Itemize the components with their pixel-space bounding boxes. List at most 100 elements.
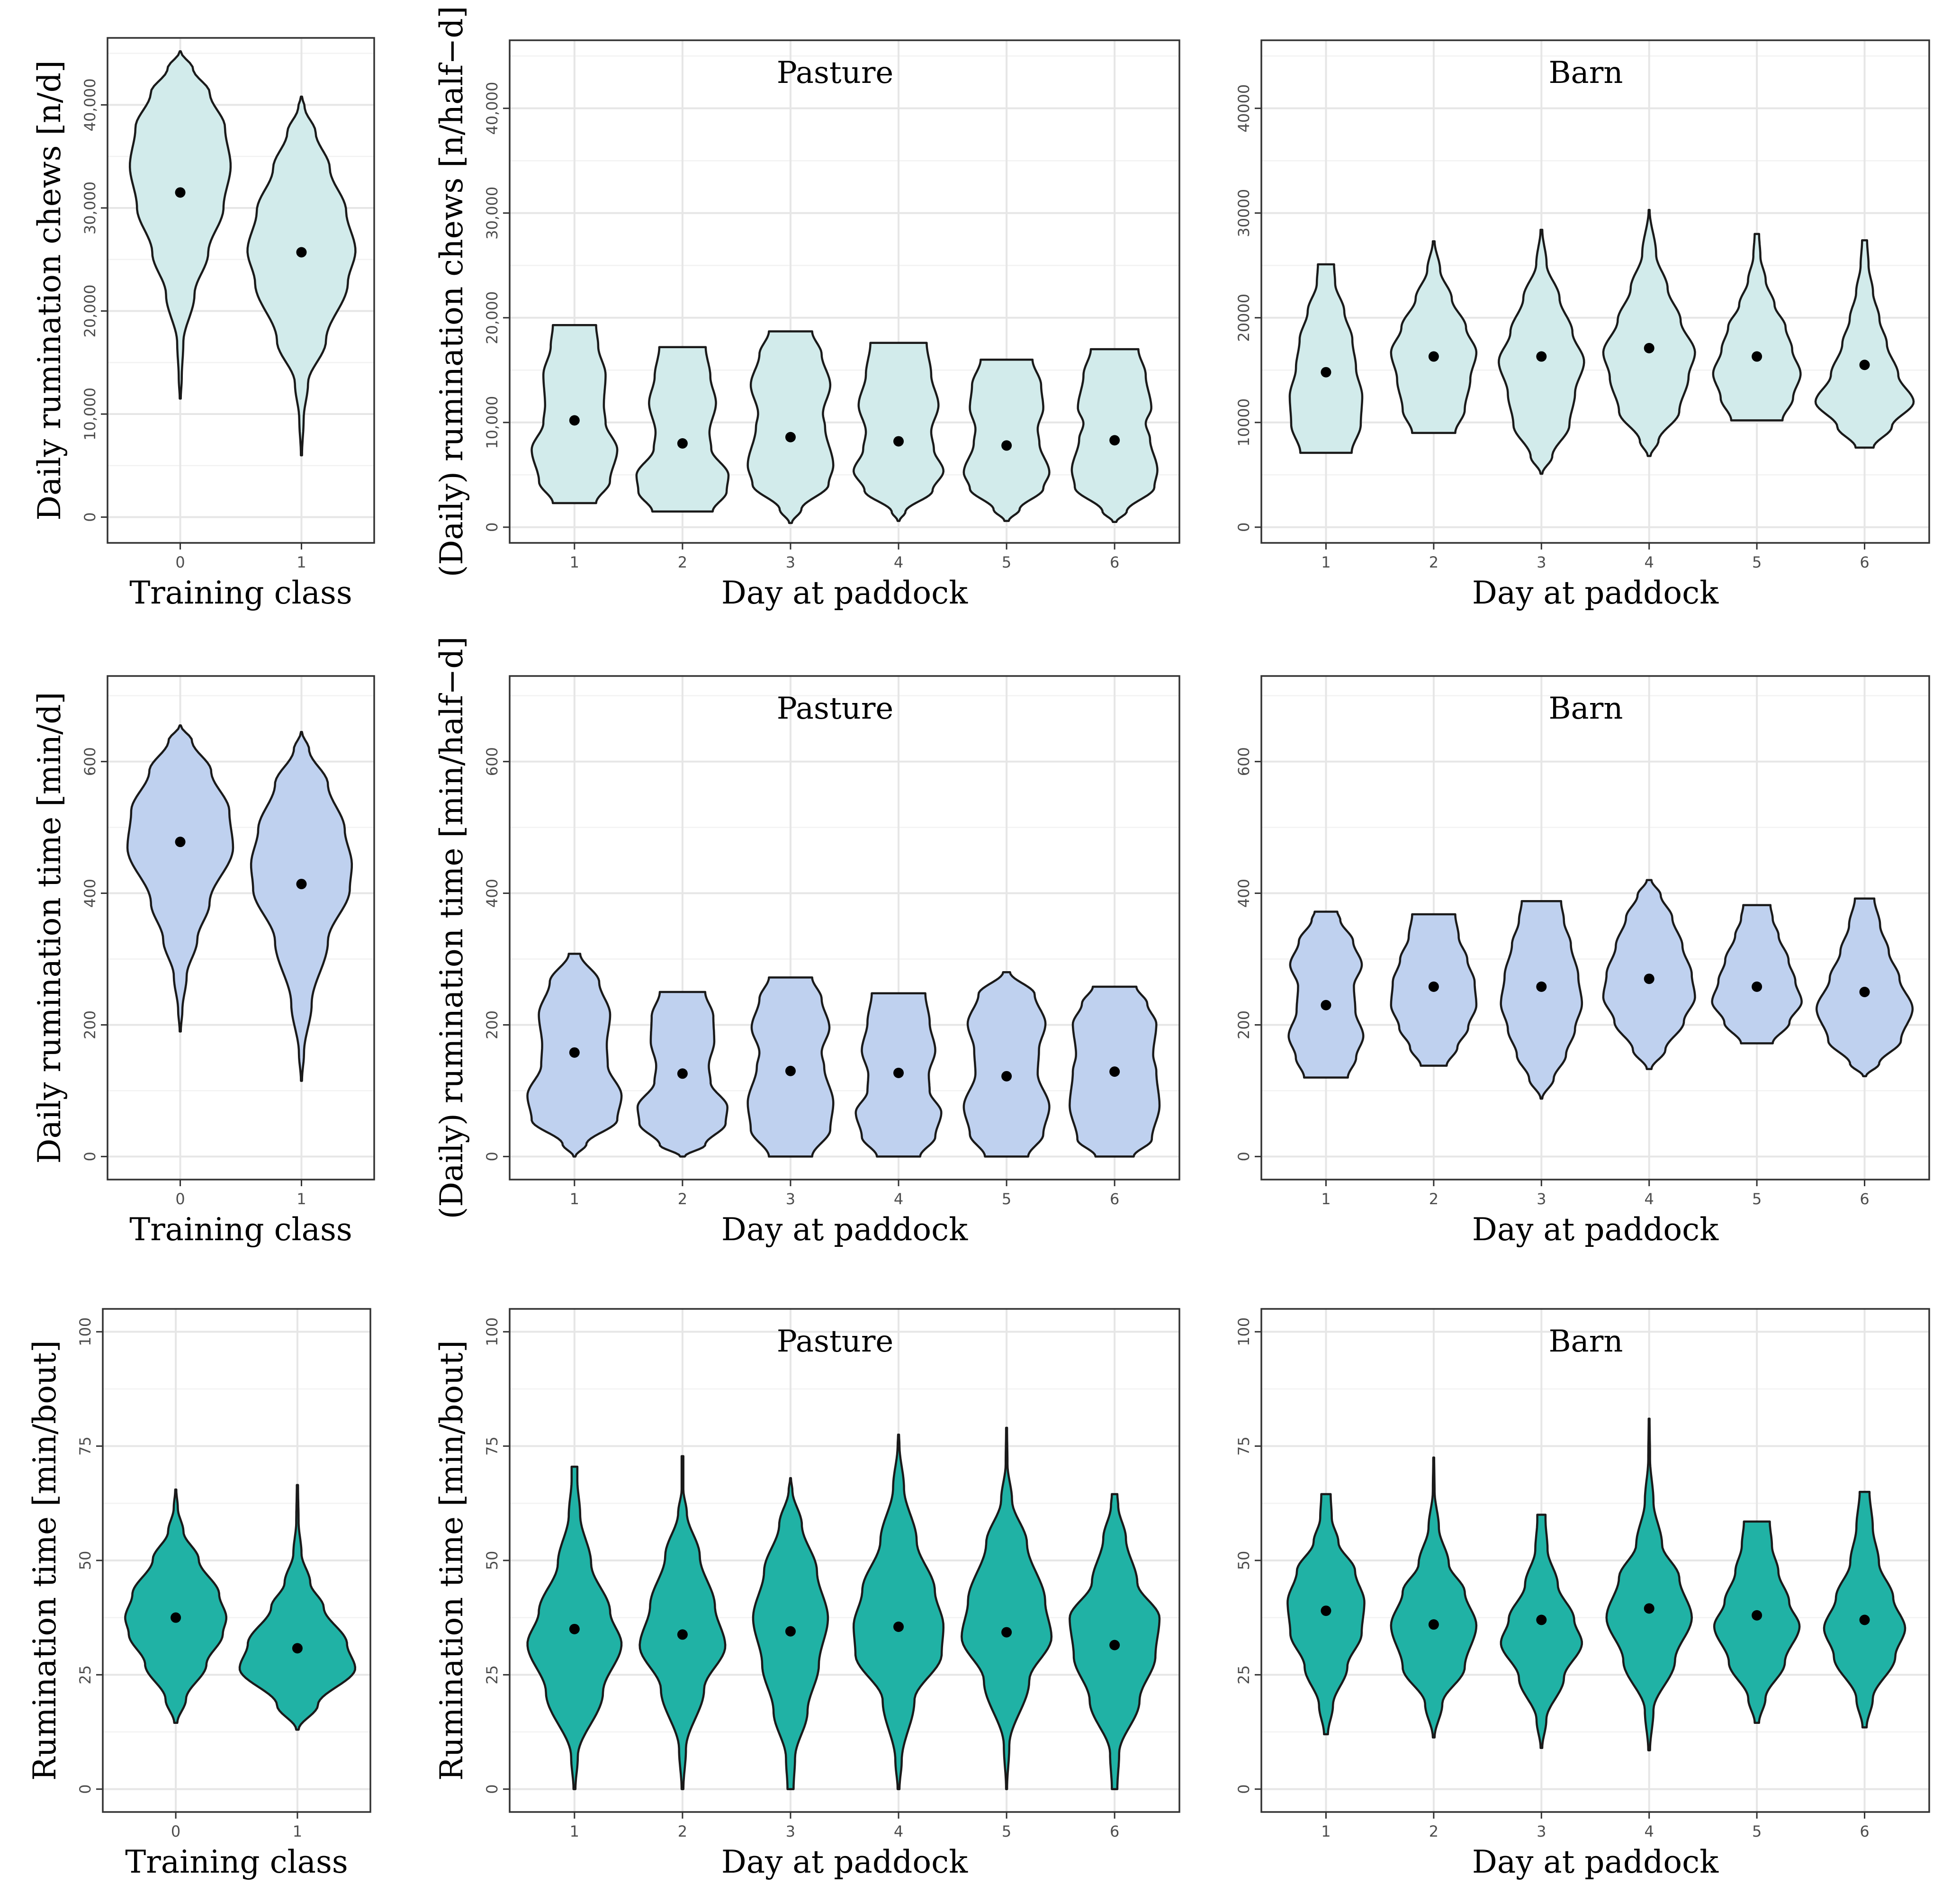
median-point-p13-6 (1859, 360, 1870, 370)
violin-p23-5 (1711, 904, 1803, 1045)
y-tick-label: 0 (483, 523, 501, 532)
y-tick-label: 40,000 (81, 78, 99, 131)
x-tick-label: 2 (678, 1190, 687, 1208)
y-tick-label: 0 (1235, 1785, 1253, 1794)
x-tick-label: 5 (1752, 1190, 1762, 1208)
x-axis-title: Training class (129, 1211, 352, 1248)
median-point-p32-3 (785, 1626, 796, 1637)
y-tick-label: 0 (483, 1152, 501, 1161)
panel-p33: 0 25 50 75 100 1 2 3 4 5 6 Day at paddock Barn (1235, 1308, 1930, 1880)
violin-p13-2 (1390, 240, 1478, 434)
panel-p23: 0 200 400 600 1 2 3 4 5 6 Day at paddock Barn (1235, 675, 1930, 1248)
median-point-p31-1 (292, 1643, 303, 1654)
x-tick-label: 0 (175, 553, 185, 571)
median-point-p13-1 (1321, 367, 1331, 378)
y-tick-label: 400 (81, 879, 99, 908)
median-point-p13-4 (1644, 343, 1654, 353)
violin-p23-3 (1500, 900, 1583, 1100)
x-tick-label: 1 (1321, 1190, 1331, 1208)
y-tick-label: 30,000 (81, 181, 99, 234)
panel-border (1260, 675, 1930, 1181)
x-tick-label: 0 (171, 1822, 180, 1840)
x-tick-label: 1 (1321, 1822, 1331, 1840)
y-tick-label: 100 (483, 1317, 501, 1346)
violin-p32-5 (961, 1426, 1053, 1790)
panel-border (107, 675, 375, 1181)
panel-title: Pasture (777, 55, 894, 90)
violin-p12-1 (530, 324, 619, 505)
y-tick-label: 75 (76, 1436, 94, 1456)
x-tick-label: 3 (786, 1190, 795, 1208)
x-tick-label: 4 (894, 553, 903, 571)
x-tick-label: 4 (1645, 1822, 1654, 1840)
median-point-p13-5 (1752, 351, 1762, 362)
y-tick-label: 0 (76, 1785, 94, 1794)
violin-p31-0 (124, 1488, 227, 1724)
median-point-p33-5 (1752, 1610, 1762, 1621)
x-tick-label: 4 (1645, 553, 1654, 571)
y-tick-label: 40,000 (483, 82, 501, 135)
violin-p32-4 (852, 1433, 945, 1790)
median-point-p22-3 (785, 1065, 796, 1076)
violin-p13-4 (1602, 208, 1696, 457)
panel-p32: 0 25 50 75 100 1 2 3 4 5 6 Day at paddock Rumination… (433, 1308, 1180, 1880)
median-point-p23-1 (1321, 1000, 1331, 1010)
y-tick-label: 10,000 (483, 396, 501, 449)
x-tick-label: 2 (678, 553, 687, 571)
x-tick-label: 1 (570, 1190, 579, 1208)
y-tick-label: 25 (76, 1665, 94, 1685)
x-tick-label: 1 (297, 553, 306, 571)
x-tick-label: 3 (1537, 1190, 1546, 1208)
panel-title: Barn (1549, 691, 1623, 726)
x-tick-label: 3 (786, 1822, 795, 1840)
y-tick-label: 20,000 (483, 291, 501, 344)
median-point-p32-2 (677, 1629, 688, 1640)
y-tick-label: 30000 (1235, 189, 1253, 237)
median-point-p23-5 (1752, 981, 1762, 992)
median-point-p23-6 (1859, 986, 1870, 997)
violin-p33-3 (1500, 1514, 1583, 1749)
violin-p12-3 (746, 330, 835, 524)
median-point-p13-3 (1536, 351, 1547, 362)
violin-p33-6 (1823, 1490, 1906, 1729)
median-point-p13-2 (1428, 351, 1439, 362)
y-tick-label: 400 (483, 879, 501, 908)
x-axis-title: Day at paddock (721, 1844, 968, 1880)
median-point-p33-2 (1428, 1619, 1439, 1630)
violin-p21-1 (250, 730, 353, 1082)
median-point-p22-5 (1001, 1071, 1012, 1082)
y-tick-label: 10,000 (81, 388, 99, 441)
x-tick-label: 0 (175, 1190, 185, 1208)
y-tick-label: 75 (1235, 1436, 1253, 1456)
violin-p11-0 (128, 50, 232, 400)
median-point-p33-1 (1321, 1605, 1331, 1616)
y-tick-label: 600 (483, 747, 501, 776)
x-tick-label: 5 (1002, 1190, 1011, 1208)
violin-p12-5 (962, 358, 1051, 522)
x-tick-label: 6 (1860, 553, 1869, 571)
y-axis-title: Rumination time [min/bout] (27, 1340, 63, 1781)
x-tick-label: 1 (570, 553, 579, 571)
median-point-p33-4 (1644, 1603, 1654, 1614)
median-point-p12-5 (1001, 440, 1012, 451)
panel-p31: 0 25 50 75 100 0 1 Training class Rumination tim… (27, 1308, 371, 1880)
median-point-p12-1 (569, 415, 580, 426)
y-tick-label: 40000 (1235, 84, 1253, 133)
panel-p12: 0 10,000 20,000 30,000 40,000 1 2 3 4 5 6 Day at pa… (433, 6, 1180, 611)
median-point-p22-1 (569, 1047, 580, 1058)
x-tick-label: 4 (894, 1190, 903, 1208)
violin-p31-1 (238, 1484, 357, 1731)
panel-title: Pasture (777, 691, 894, 726)
median-point-p23-4 (1644, 974, 1654, 984)
median-point-p12-2 (677, 438, 688, 449)
median-point-p12-4 (893, 436, 904, 447)
panel-title: Barn (1549, 55, 1623, 90)
y-tick-label: 25 (1235, 1665, 1253, 1685)
median-point-p12-6 (1109, 435, 1120, 446)
x-tick-label: 5 (1752, 1822, 1762, 1840)
violin-p13-5 (1712, 233, 1802, 422)
violin-p33-2 (1390, 1456, 1478, 1739)
violin-p22-5 (962, 971, 1051, 1158)
x-tick-label: 5 (1002, 1822, 1011, 1840)
